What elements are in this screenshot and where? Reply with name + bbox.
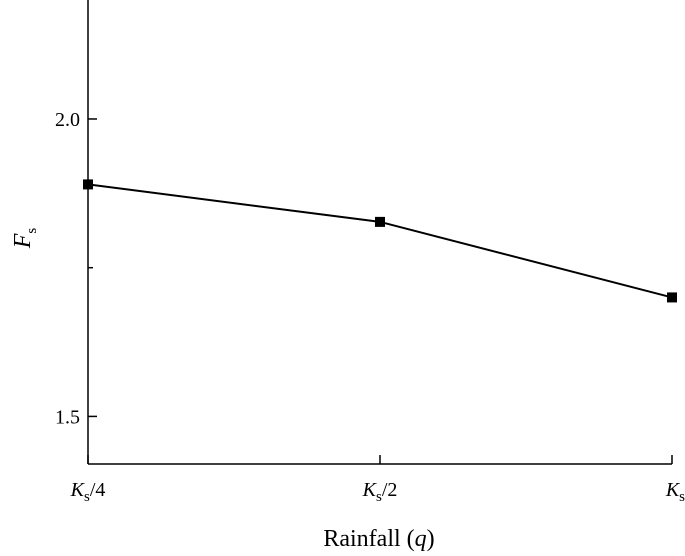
- x-axis-title-text: Rainfall (: [323, 526, 414, 552]
- x-ticks: Ks/4 Ks/2 Ks: [70, 455, 685, 505]
- x-tick-label: Ks/2: [362, 479, 398, 505]
- y-axis-title-main: F: [10, 233, 36, 249]
- x-tick-label: Ks/4: [70, 479, 106, 505]
- series-line: [87, 183, 673, 299]
- y-tick-label: 2.0: [55, 109, 80, 131]
- x-axis-title: Rainfall (q): [323, 526, 434, 552]
- y-tick-label: 1.5: [55, 406, 80, 428]
- y-ticks: 1.5 2.0: [55, 109, 97, 428]
- data-point-marker: [667, 292, 677, 303]
- series: [83, 179, 677, 303]
- x-axis-title-var: q: [415, 526, 427, 552]
- axes: [87, 0, 672, 465]
- data-point-marker: [83, 179, 93, 190]
- x-tick-label: Ks: [665, 479, 685, 505]
- y-axis-title: Fs: [10, 228, 40, 250]
- x-axis-title-close: ): [427, 526, 435, 552]
- data-point-marker: [375, 216, 385, 227]
- y-axis-title-sub: s: [24, 228, 40, 234]
